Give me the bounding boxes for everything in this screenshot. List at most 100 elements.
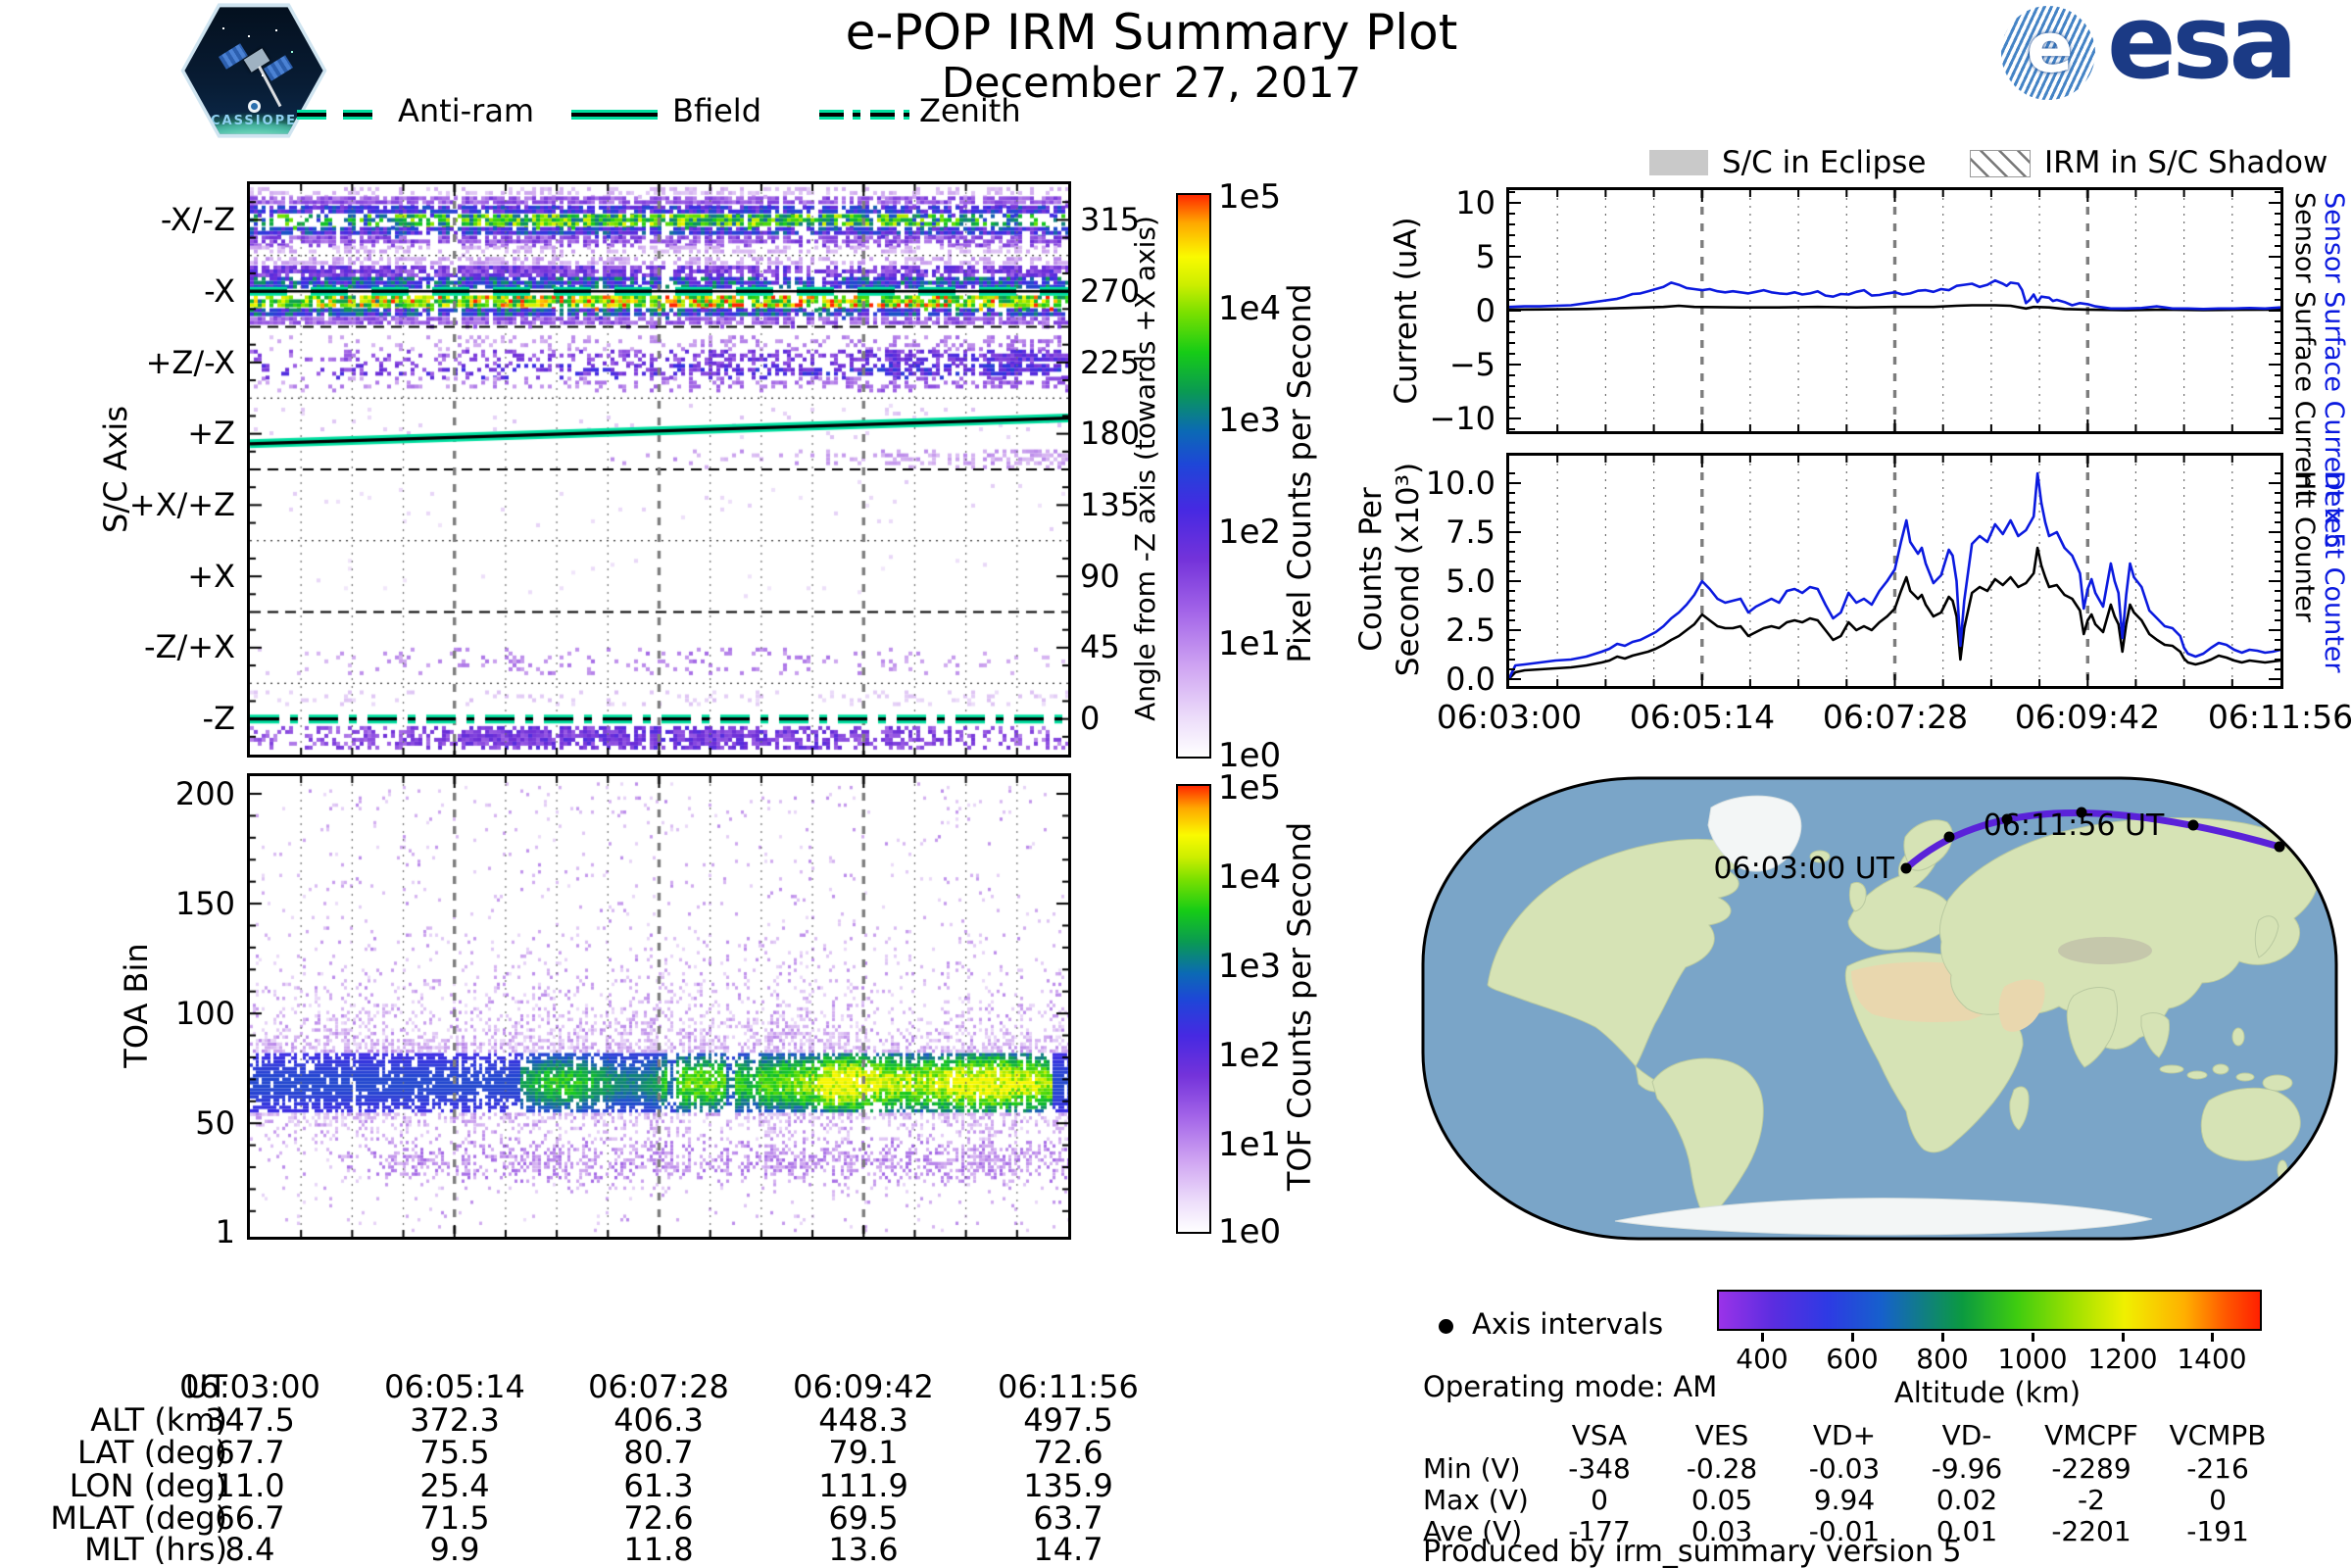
toa-spectrogram-panel	[247, 773, 1071, 1240]
sc-cat-label: -X/-Z	[160, 201, 235, 238]
angle-axis-label: Angle from -Z axis (towards +X axis)	[1129, 216, 1161, 721]
current-ytick: 0	[1475, 292, 1495, 329]
nav-row-label: UT	[185, 1368, 227, 1405]
toa-ytick: 150	[174, 885, 235, 922]
nav-cell: 406.3	[613, 1401, 704, 1439]
cb1-tick: 1e1	[1218, 624, 1282, 663]
indochina	[2140, 1012, 2170, 1058]
sc-cat-label: -Z/+X	[144, 628, 235, 665]
counts-ytick: 7.5	[1446, 514, 1495, 551]
toa-spectrogram	[250, 776, 1068, 1237]
tof-colorbar	[1176, 784, 1211, 1234]
angle-tick: 270	[1080, 272, 1141, 310]
nav-cell: 06:07:28	[588, 1368, 729, 1405]
nav-cell: 63.7	[1033, 1499, 1103, 1537]
cb2-tick: 1e5	[1218, 768, 1282, 808]
operating-mode-label: Operating mode: AM	[1423, 1370, 1718, 1403]
alt-tick: 600	[1826, 1343, 1879, 1375]
nav-row-label: MLT (hrs)	[84, 1531, 227, 1568]
track-dot	[1943, 831, 1955, 843]
axis-interval-dot-icon	[1439, 1319, 1453, 1334]
volt-cell: 0.03	[1690, 1515, 1753, 1547]
map-border	[1421, 776, 2338, 1241]
cb1-tick: 1e4	[1218, 289, 1282, 328]
counts-ytick: 5.0	[1446, 563, 1495, 600]
cb2-tick: 1e3	[1218, 947, 1282, 986]
nav-cell: 372.3	[410, 1401, 500, 1439]
cb1-tick: 1e3	[1218, 401, 1282, 440]
nav-cell: 80.7	[623, 1434, 694, 1471]
nav-cell: 135.9	[1023, 1467, 1113, 1504]
philippines	[2231, 1027, 2245, 1047]
arabia	[1998, 979, 2045, 1032]
angle-tick: 225	[1080, 344, 1141, 381]
alt-tick-mark	[1941, 1333, 1944, 1342]
esa-globe-icon: e	[2001, 6, 2095, 100]
india	[2066, 987, 2118, 1068]
toa-ylabel: TOA Bin	[118, 943, 155, 1068]
iceland	[1809, 850, 1831, 863]
antarctica	[1614, 1198, 2153, 1236]
volt-cell: -0.01	[1808, 1515, 1881, 1547]
current-plot-panel	[1506, 187, 2283, 434]
cb2-tick: 1e2	[1218, 1036, 1282, 1075]
zenith-line-core	[819, 113, 909, 117]
nav-cell: 111.9	[818, 1467, 908, 1504]
toa-ytick: 100	[174, 995, 235, 1032]
esa-logo-text: esa	[2107, 0, 2298, 102]
volt-cell: 0.01	[1936, 1515, 1998, 1547]
nav-cell: 13.6	[828, 1531, 899, 1568]
nav-cell: 347.5	[205, 1401, 295, 1439]
volt-row-label: Max (V)	[1423, 1484, 1529, 1516]
track-dot	[2274, 841, 2285, 853]
java	[2186, 1070, 2208, 1080]
volt-cell: -2	[2078, 1484, 2105, 1516]
counts-right-label-inner: Hit Counter	[2289, 470, 2320, 622]
volt-cell: -2289	[2051, 1452, 2132, 1485]
counts-ytick: 0.0	[1446, 661, 1495, 698]
track-dot	[2001, 813, 2013, 825]
cb1-tick: 1e2	[1218, 513, 1282, 552]
japan	[2254, 915, 2279, 958]
madagascar	[2009, 1086, 2030, 1131]
nav-cell: 06:09:42	[793, 1368, 934, 1405]
angle-tick: 45	[1080, 628, 1120, 665]
borneo	[2212, 1063, 2230, 1075]
track-dot	[2076, 807, 2087, 818]
volt-cell: -9.96	[1931, 1452, 2003, 1485]
cb2-tick: 1e1	[1218, 1125, 1282, 1164]
bfield-line-sample	[571, 110, 658, 120]
volt-cell: -0.03	[1808, 1452, 1881, 1485]
cb1-tick: 1e5	[1218, 177, 1282, 217]
eclipse-swatch	[1649, 150, 1708, 175]
shadow-hatch-swatch	[1970, 150, 2031, 177]
nav-row-label: MLAT (deg)	[50, 1499, 227, 1537]
alt-tick: 400	[1736, 1343, 1788, 1375]
nav-cell: 75.5	[419, 1434, 490, 1471]
antiram-line-core	[297, 113, 383, 117]
alt-tick-mark	[1851, 1333, 1854, 1342]
current-plot	[1509, 190, 2280, 431]
nav-cell: 61.3	[623, 1467, 694, 1504]
pixel-colorbar	[1176, 193, 1211, 759]
alt-tick: 1400	[2177, 1343, 2247, 1375]
nav-cell: 72.6	[1033, 1434, 1103, 1471]
angle-tick: 90	[1080, 558, 1120, 595]
nav-cell: 66.7	[215, 1499, 285, 1537]
new-guinea	[2262, 1074, 2293, 1092]
cb2-tick: 1e4	[1218, 858, 1282, 897]
counts-ylabel-line2: Second (x10³)	[1391, 462, 1426, 677]
legend-zenith-label: Zenith	[919, 92, 1021, 129]
volt-cell: -216	[2186, 1452, 2249, 1485]
track-dot	[1900, 862, 1912, 874]
nav-cell: 69.5	[828, 1499, 899, 1537]
altitude-colorbar	[1717, 1290, 2262, 1331]
track-end-label: 06:11:56 UT	[1984, 808, 2165, 843]
alt-tick: 1000	[1997, 1343, 2068, 1375]
produced-by-label: Produced by irm_summary version 5	[1423, 1535, 1962, 1568]
angle-tick: 315	[1080, 201, 1141, 238]
nav-cell: 448.3	[818, 1401, 908, 1439]
angle-tick: 135	[1080, 486, 1141, 523]
zenith-line-sample	[819, 110, 909, 120]
